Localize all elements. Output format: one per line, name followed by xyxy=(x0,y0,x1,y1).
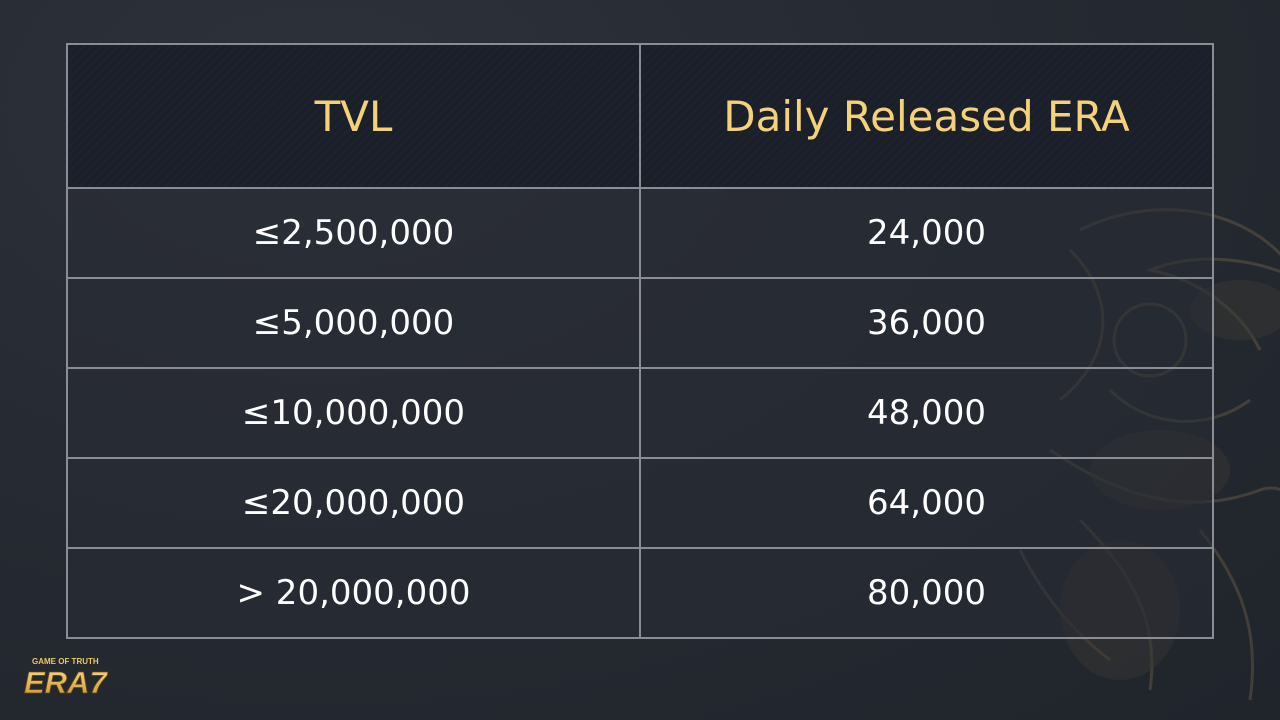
era-cell: 64,000 xyxy=(639,457,1214,549)
era-cell: 80,000 xyxy=(639,547,1214,639)
tvl-cell: ≤10,000,000 xyxy=(66,367,641,459)
table-row: ≤5,000,000 36,000 xyxy=(66,277,1214,369)
logo-tagline: GAME OF TRUTH xyxy=(32,657,99,666)
table-row: ≤10,000,000 48,000 xyxy=(66,367,1214,459)
era-cell: 24,000 xyxy=(639,187,1214,279)
tvl-cell: ≤2,500,000 xyxy=(66,187,641,279)
era7-logo: GAME OF TRUTH ERA7 xyxy=(22,650,140,698)
logo-wordmark: ERA7 xyxy=(24,665,108,698)
header-daily-released-era: Daily Released ERA xyxy=(639,43,1214,189)
table-row: ≤2,500,000 24,000 xyxy=(66,187,1214,279)
tvl-cell: ≤5,000,000 xyxy=(66,277,641,369)
table-row: > 20,000,000 80,000 xyxy=(66,547,1214,639)
era-cell: 48,000 xyxy=(639,367,1214,459)
table-row: ≤20,000,000 64,000 xyxy=(66,457,1214,549)
table-header-row: TVL Daily Released ERA xyxy=(66,43,1214,189)
header-tvl: TVL xyxy=(66,43,641,189)
tvl-cell: > 20,000,000 xyxy=(66,547,641,639)
tvl-cell: ≤20,000,000 xyxy=(66,457,641,549)
era-cell: 36,000 xyxy=(639,277,1214,369)
tvl-release-table: TVL Daily Released ERA ≤2,500,000 24,000… xyxy=(66,43,1214,639)
